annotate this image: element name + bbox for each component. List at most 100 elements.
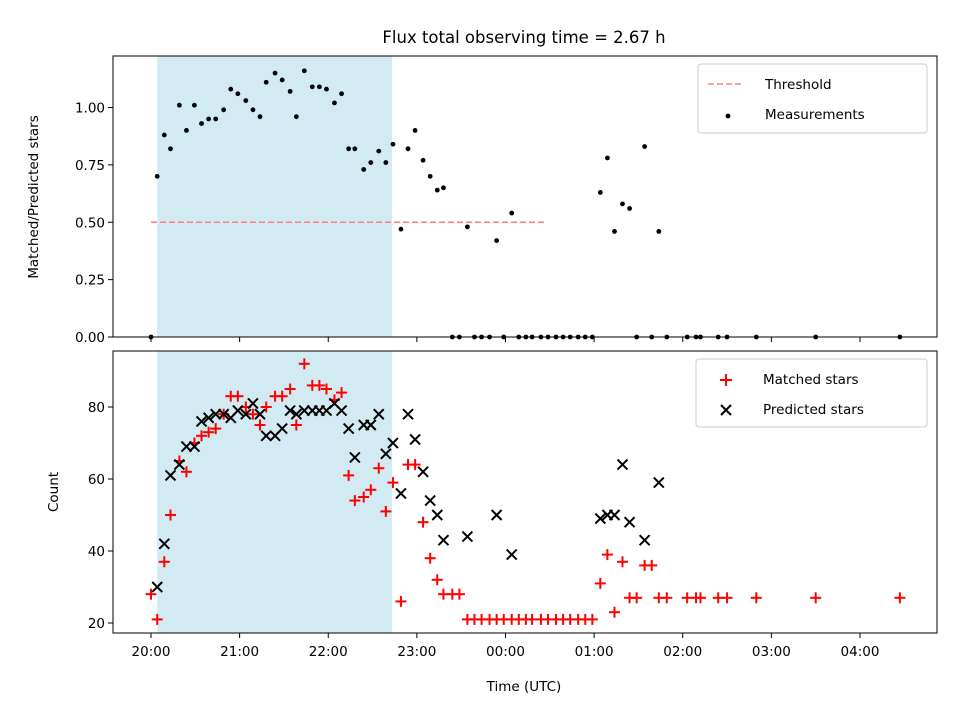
predicted-star-point <box>254 408 266 420</box>
matched-star-point <box>586 613 598 625</box>
matched-star-point <box>373 462 385 474</box>
measurement-point <box>441 185 446 191</box>
matched-star-point <box>380 505 392 517</box>
matched-star-point <box>409 459 421 471</box>
measurement-point <box>361 167 367 172</box>
matched-star-point <box>601 549 613 561</box>
predicted-star-point <box>395 487 407 500</box>
predicted-star-point <box>402 408 414 420</box>
matched-star-point <box>145 588 157 600</box>
legend-matched-label: Matched stars <box>763 372 859 388</box>
measurement-point <box>243 98 249 104</box>
matched-star-point <box>594 577 606 589</box>
measurement-point <box>235 91 241 97</box>
predicted-star-point <box>276 422 288 435</box>
legend-predicted-label: Predicted stars <box>763 402 864 418</box>
count-y-tick-label: 60 <box>88 472 105 488</box>
ratio-legend-frame <box>697 63 928 134</box>
legend-measurements-swatch <box>725 113 731 119</box>
matched-star-point <box>151 613 163 625</box>
measurement-point <box>287 89 293 94</box>
measurement-point <box>420 157 426 163</box>
ratio-legend: Threshold Measurements <box>697 63 928 134</box>
count-legend-frame <box>695 358 928 428</box>
measurement-point <box>250 107 256 113</box>
predicted-star-point <box>594 512 607 525</box>
measurement-point <box>206 116 212 122</box>
measurement-point <box>509 210 515 216</box>
matched-star-point <box>387 477 399 489</box>
matched-star-point <box>320 383 332 395</box>
count-y-tick-label: 40 <box>88 544 105 560</box>
count-legend: Matched stars Predicted stars <box>695 358 928 428</box>
measurement-point <box>161 132 167 138</box>
measurement-point <box>192 102 197 108</box>
predicted-star-point <box>240 408 252 420</box>
matched-star-point <box>395 595 407 607</box>
measurement-point <box>412 128 418 133</box>
measurement-point <box>316 84 322 90</box>
count-y-tick-label: 20 <box>88 616 105 632</box>
predicted-star-point <box>608 509 621 521</box>
matched-star-point <box>721 592 733 604</box>
measurement-point <box>301 68 307 74</box>
matched-star-point <box>358 491 370 503</box>
measurement-point <box>376 148 382 154</box>
count-x-tick-label: 02:00 <box>663 644 702 660</box>
measurement-point <box>612 229 617 234</box>
observing-window-shade <box>157 56 393 337</box>
measurement-point <box>464 224 470 230</box>
predicted-star-point <box>217 408 230 420</box>
predicted-star-point <box>653 476 665 489</box>
predicted-star-point <box>151 581 163 593</box>
matched-star-point <box>276 390 288 402</box>
count-x-tick-label: 22:00 <box>309 644 348 660</box>
measurement-point <box>221 107 227 113</box>
predicted-star-point <box>173 458 186 471</box>
matched-star-point <box>196 430 208 442</box>
predicted-star-point <box>335 404 348 417</box>
predicted-star-point <box>505 548 518 561</box>
predicted-star-point <box>188 440 201 453</box>
predicted-star-point <box>342 422 355 435</box>
predicted-star-point <box>365 419 377 431</box>
predicted-star-point <box>260 430 272 442</box>
matched-star-point <box>365 484 377 496</box>
count-panel-frame <box>112 350 938 634</box>
legend-threshold-label: Threshold <box>764 77 832 93</box>
measurement-point <box>605 155 610 161</box>
legend-matched-swatch <box>720 374 732 386</box>
matched-star-point <box>750 592 762 604</box>
predicted-stars-series <box>151 397 665 593</box>
matched-star-point <box>232 390 244 402</box>
measurement-point <box>199 121 204 126</box>
measurement-point <box>494 238 500 244</box>
predicted-star-point <box>373 408 385 420</box>
matched-star-point <box>210 423 222 435</box>
measurement-point <box>642 144 648 149</box>
measurement-point <box>324 86 329 92</box>
measurement-point <box>597 190 603 195</box>
predicted-star-point <box>409 433 421 446</box>
predicted-star-point <box>623 516 636 528</box>
matched-star-point <box>180 466 192 478</box>
ratio-y-axis: 0.00 0.25 0.50 0.75 1.00 <box>75 101 113 346</box>
ratio-y-tick-label: 0.50 <box>75 215 105 231</box>
matched-star-point <box>646 559 658 571</box>
predicted-star-point <box>202 412 215 424</box>
count-panel: 20 40 60 80 20:00 21:00 22:00 23:00 00:00 01:00 0… <box>46 350 938 695</box>
predicted-star-point <box>195 415 208 428</box>
ratio-panel: 0.00 0.25 0.50 0.75 1.00 Matched/Predicted s… <box>26 55 938 346</box>
matched-star-point <box>254 419 266 431</box>
ratio-panel-frame <box>112 55 938 338</box>
measurement-point <box>228 86 234 92</box>
measurement-point <box>620 201 625 207</box>
ratio-y-tick-label: 0.25 <box>75 273 105 289</box>
matched-star-point <box>298 358 310 370</box>
predicted-star-point <box>387 437 399 449</box>
matched-star-point <box>609 606 621 618</box>
measurement-point <box>263 79 269 85</box>
predicted-star-point <box>490 509 503 521</box>
measurement-point <box>272 70 278 76</box>
